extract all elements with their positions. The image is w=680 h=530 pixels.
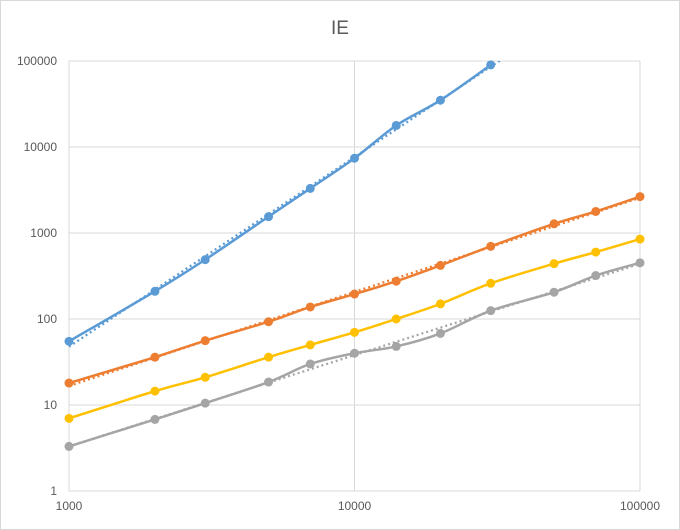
series-3-point [435, 299, 445, 309]
series-2-point [635, 192, 645, 202]
series-4-point [635, 258, 645, 268]
series-1-point [305, 183, 315, 193]
series-layer [64, 60, 645, 451]
series-4-point [435, 328, 445, 338]
series-2-point [549, 219, 559, 229]
series-1-point [486, 60, 496, 70]
series-2-point [150, 352, 160, 362]
series-2-point [391, 276, 401, 286]
series-1-point [264, 212, 274, 222]
y-tick-label: 1 [50, 484, 57, 498]
series-1-point [391, 120, 401, 130]
series-2-point [591, 206, 601, 216]
series-1-line [67, 63, 492, 343]
series-4-point [391, 341, 401, 351]
y-tick-label: 100 [37, 312, 57, 326]
x-tick-label: 10000 [338, 499, 372, 513]
series-2 [64, 192, 645, 388]
series-3-point [486, 278, 496, 288]
chart-title: IE [331, 18, 349, 39]
series-4-point [350, 348, 359, 358]
series-3-point [391, 314, 401, 324]
series-1-point [64, 336, 74, 346]
x-tick-label: 1000 [56, 499, 83, 513]
series-4-point [591, 271, 601, 281]
series-4 [64, 258, 645, 451]
series-2-point [200, 336, 210, 346]
series-3-point [591, 247, 601, 257]
y-tick-label: 100000 [17, 54, 57, 68]
series-4-point [150, 414, 160, 424]
series-2-point [305, 302, 315, 312]
series-1-point [150, 286, 160, 296]
series-4-point [549, 287, 559, 297]
series-3-point [150, 386, 160, 396]
series-1-point [350, 153, 359, 163]
x-tick-label: 100000 [620, 499, 660, 513]
series-1-point [435, 95, 445, 105]
series-2-point [64, 378, 74, 388]
series-3-point [64, 413, 74, 423]
series-4-point [264, 377, 274, 387]
series-1 [64, 60, 496, 346]
series-4-point [64, 441, 74, 451]
series-4-point [200, 398, 210, 408]
series-2-point [350, 289, 359, 299]
series-3-point [305, 340, 315, 350]
series-2-point [264, 317, 274, 327]
series-2-point [435, 260, 445, 270]
series-4-point [486, 306, 496, 316]
y-tick-label: 1000 [30, 226, 57, 240]
series-3-point [264, 352, 274, 362]
grid-layer [68, 60, 641, 492]
series-2-point [486, 241, 496, 251]
series-3-point [635, 234, 645, 244]
y-tick-label: 10 [44, 398, 58, 412]
tick-label-layer: 1 10 100 1000 10000 100000 1000 10000 100000 [17, 54, 660, 513]
series-3-point [350, 327, 359, 337]
series-1-point [200, 255, 210, 265]
y-tick-label: 10000 [24, 140, 58, 154]
series-3-point [200, 372, 210, 382]
series-3-point [549, 259, 559, 269]
series-4-point [305, 359, 315, 369]
series-3 [64, 234, 645, 423]
